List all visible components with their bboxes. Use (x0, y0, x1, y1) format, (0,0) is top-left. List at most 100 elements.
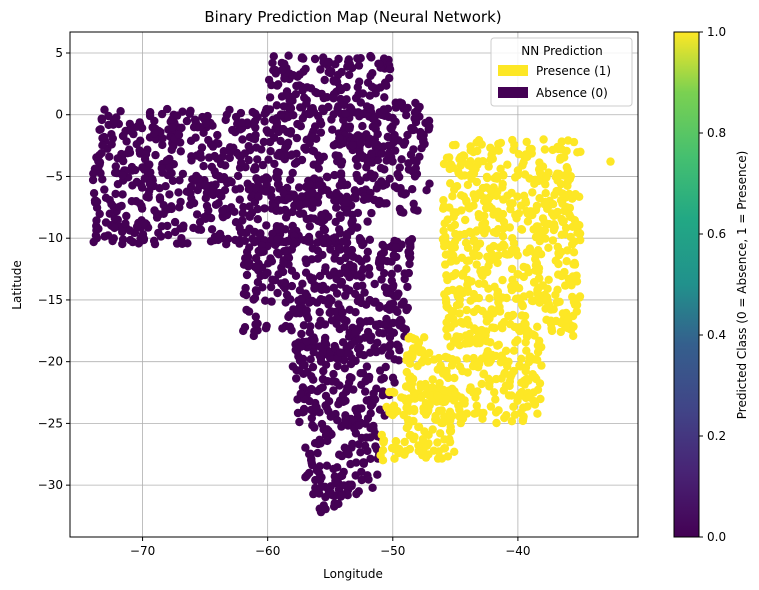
scatter-point (518, 301, 527, 311)
scatter-point (315, 271, 325, 281)
scatter-point (326, 488, 335, 497)
scatter-point (568, 240, 577, 249)
scatter-point (363, 217, 372, 226)
scatter-point (510, 410, 520, 419)
scatter-point (161, 182, 170, 191)
scatter-point (207, 162, 216, 172)
scatter-point (326, 482, 335, 491)
scatter-point (318, 374, 328, 384)
scatter-point (229, 143, 238, 152)
scatter-point (452, 301, 462, 310)
scatter-point (361, 387, 370, 396)
scatter-point (259, 137, 269, 147)
scatter-point (151, 150, 160, 160)
scatter-point (276, 152, 285, 161)
scatter-point (408, 185, 417, 194)
scatter-point (479, 408, 488, 418)
scatter-point (222, 240, 231, 249)
scatter-point (132, 177, 141, 187)
scatter-point (264, 259, 273, 268)
scatter-point (324, 212, 333, 221)
scatter-point (387, 443, 397, 453)
scatter-point (366, 454, 375, 463)
scatter-point (168, 176, 178, 185)
scatter-point (462, 354, 471, 363)
scatter-point (453, 292, 463, 301)
scatter-point (175, 176, 184, 185)
scatter-point (265, 137, 275, 147)
scatter-point (301, 64, 310, 74)
scatter-point (531, 232, 541, 242)
scatter-point (125, 226, 134, 235)
scatter-point (338, 338, 348, 347)
scatter-point (463, 243, 473, 252)
scatter-point (196, 225, 206, 234)
scatter-point (403, 351, 412, 360)
scatter-point (252, 143, 261, 152)
colorbar-ticks: 0.0 0.2 0.4 0.6 0.8 1.0 (699, 25, 726, 544)
scatter-point (235, 184, 245, 193)
scatter-point (270, 159, 279, 169)
scatter-point (315, 156, 324, 166)
scatter-point (332, 188, 341, 198)
scatter-point (388, 403, 397, 413)
scatter-point (330, 170, 339, 180)
scatter-point (569, 322, 578, 331)
colorbar-tick-label: 0.2 (707, 429, 726, 443)
scatter-point (524, 376, 533, 385)
scatter-point (164, 230, 173, 240)
scatter-point (529, 396, 538, 405)
scatter-point (507, 264, 517, 274)
scatter-point (89, 169, 98, 178)
scatter-point (89, 237, 98, 247)
scatter-point (252, 287, 261, 297)
scatter-point (456, 191, 466, 200)
scatter-point (314, 321, 324, 330)
scatter-point (300, 360, 309, 370)
scatter-point (301, 145, 311, 154)
scatter-point (387, 125, 396, 134)
scatter-point (167, 123, 177, 132)
scatter-point (253, 155, 262, 164)
scatter-point (416, 383, 426, 392)
scatter-point (245, 212, 254, 221)
scatter-point (293, 119, 302, 129)
scatter-point (554, 259, 563, 269)
scatter-point (356, 138, 366, 148)
scatter-point (295, 286, 305, 295)
scatter-point (372, 184, 381, 193)
scatter-point (576, 235, 585, 245)
scatter-point (482, 350, 491, 359)
scatter-point (409, 435, 418, 444)
scatter-point (150, 129, 159, 138)
scatter-point (446, 342, 455, 351)
scatter-point (254, 177, 263, 186)
scatter-point (88, 175, 98, 185)
scatter-point (576, 147, 585, 156)
scatter-point (404, 247, 413, 256)
scatter-point (288, 168, 297, 178)
scatter-point (309, 108, 318, 117)
scatter-point (365, 270, 374, 279)
scatter-point (221, 161, 230, 170)
scatter-point (455, 309, 464, 318)
scatter-point (537, 361, 546, 370)
scatter-point (345, 341, 355, 351)
scatter-point (333, 416, 342, 425)
scatter-point (548, 236, 558, 245)
scatter-point (354, 54, 363, 64)
scatter-point (283, 112, 293, 122)
scatter-point (459, 398, 468, 407)
scatter-point (333, 361, 342, 371)
scatter-point (163, 221, 172, 231)
scatter-point (464, 256, 474, 265)
scatter-point (440, 386, 449, 395)
scatter-point (433, 438, 442, 447)
scatter-point (343, 246, 352, 255)
scatter-point (244, 185, 254, 194)
scatter-point (438, 418, 448, 428)
scatter-point (282, 246, 292, 255)
scatter-point (230, 207, 239, 216)
scatter-point (554, 169, 564, 179)
scatter-point (472, 401, 481, 410)
